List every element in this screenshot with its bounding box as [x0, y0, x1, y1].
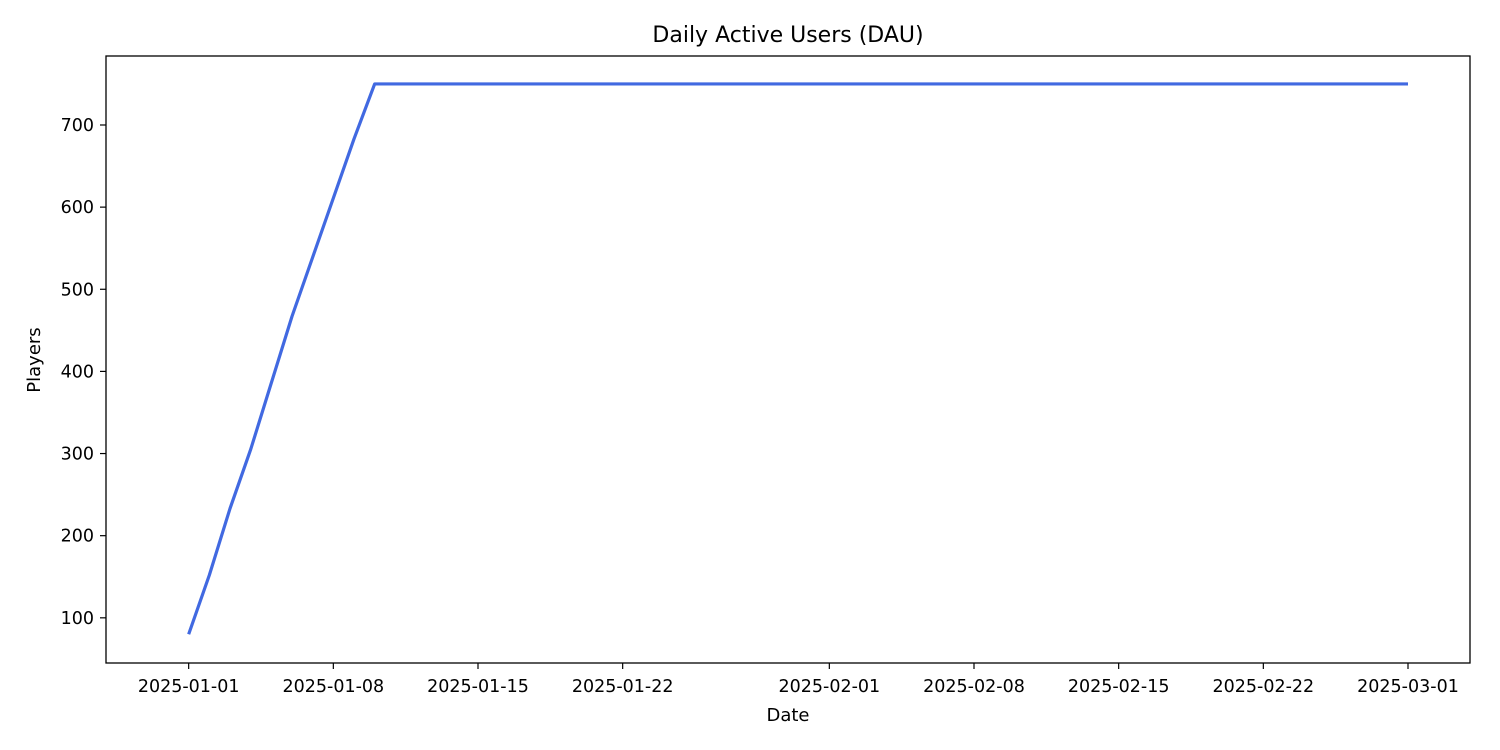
y-tick-label: 600 — [61, 198, 94, 218]
x-tick-label: 2025-02-01 — [778, 677, 880, 697]
y-tick-label: 100 — [61, 609, 94, 629]
y-tick-label: 300 — [61, 445, 94, 465]
x-tick-label: 2025-03-01 — [1357, 677, 1459, 697]
x-tick-label: 2025-02-22 — [1212, 677, 1314, 697]
plot-area-frame — [105, 55, 1471, 664]
x-axis-label: Date — [766, 705, 809, 726]
x-tick-label: 2025-01-01 — [138, 677, 240, 697]
x-tick-label: 2025-02-15 — [1068, 677, 1170, 697]
x-tick-label: 2025-02-08 — [923, 677, 1025, 697]
y-tick-label: 400 — [61, 362, 94, 382]
y-axis-ticks: 100 200 300 400 500 600 700 — [61, 116, 106, 629]
x-tick-label: 2025-01-08 — [282, 677, 384, 697]
y-tick-label: 500 — [61, 280, 94, 300]
chart-title: Daily Active Users (DAU) — [652, 23, 923, 48]
y-tick-label: 700 — [61, 116, 94, 136]
y-axis-label: Players — [24, 327, 45, 392]
y-tick-label: 200 — [61, 527, 94, 547]
x-axis-ticks: 2025-01-01 2025-01-08 2025-01-15 2025-01-22… — [138, 663, 1459, 697]
x-tick-label: 2025-01-22 — [572, 677, 674, 697]
x-tick-label: 2025-01-15 — [427, 677, 529, 697]
series-layer — [187, 82, 1408, 635]
series-line-0 — [187, 82, 1408, 635]
